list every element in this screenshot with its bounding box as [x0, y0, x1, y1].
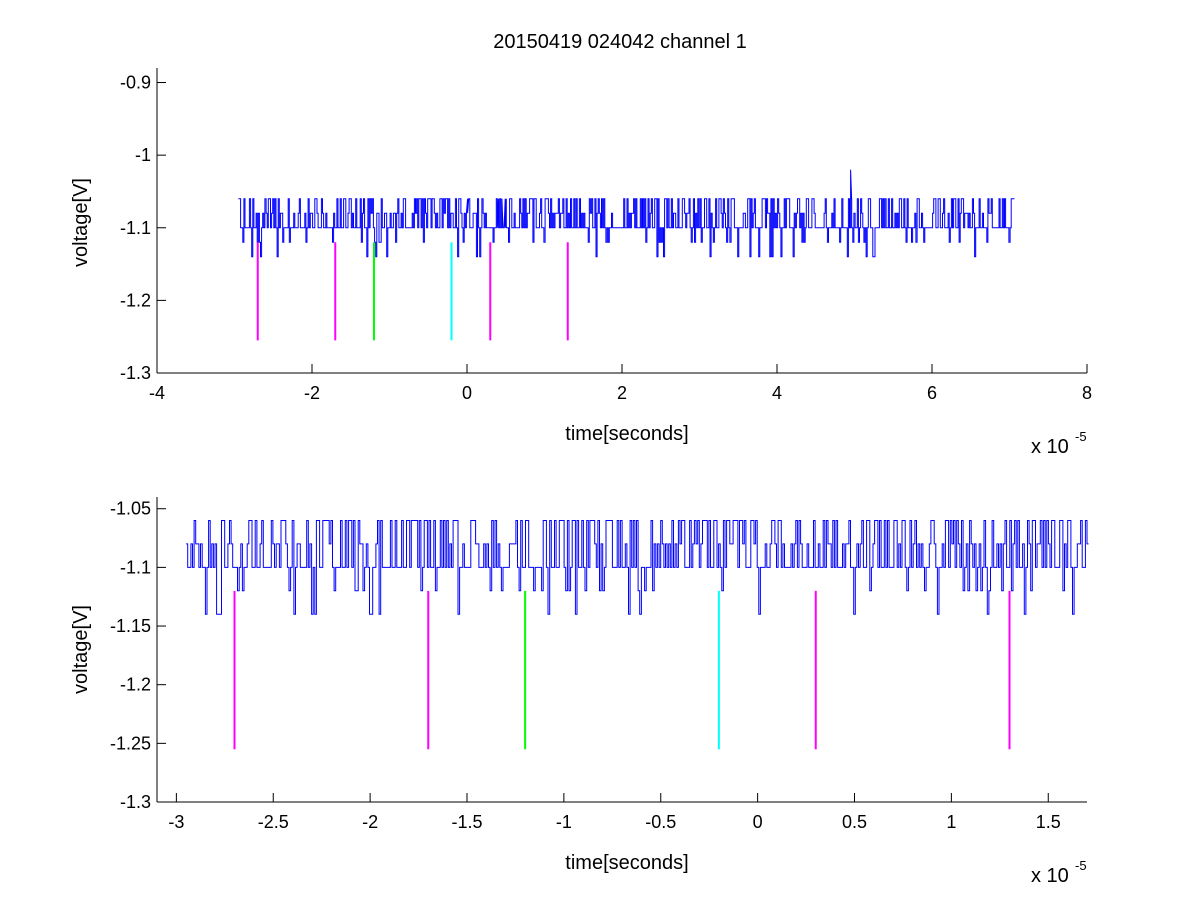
bottom-plot: -3 -2.5 -2 -1.5 -1 -0.5 0 0.5 1 1.5 -1.3 -1.25 -1.2 -… — [70, 497, 1089, 887]
x-tick-label: -2 — [362, 812, 378, 832]
x-tick-label: -2 — [304, 383, 320, 403]
x-tick-label: -1.5 — [451, 812, 482, 832]
top-plot: -4 -2 0 2 4 6 8 -1.3 -1.2 -1.1 -1 -0.9 time[seconds]… — [70, 68, 1092, 458]
y-tick-label: -1.3 — [120, 363, 151, 383]
x-multiplier-exponent: -5 — [1075, 858, 1087, 873]
x-multiplier-label: x 10 — [1031, 865, 1069, 887]
x-tick-label: -3 — [168, 812, 184, 832]
x-tick-label: 4 — [772, 383, 782, 403]
y-tick-label: -1.2 — [120, 675, 151, 695]
x-tick-label: 1.5 — [1036, 812, 1061, 832]
figure-title: 20150419 024042 channel 1 — [493, 31, 747, 53]
x-axis-label: time[seconds] — [565, 423, 688, 445]
x-tick-label: 2 — [617, 383, 627, 403]
x-multiplier-exponent: -5 — [1075, 429, 1087, 444]
signal-trace — [238, 169, 1015, 258]
x-tick-label: 0 — [462, 383, 472, 403]
y-axis-label: voltage[V] — [70, 178, 92, 267]
x-tick-label: 0.5 — [842, 812, 867, 832]
y-tick-label: -0.9 — [120, 73, 151, 93]
x-tick-label: -4 — [149, 383, 165, 403]
y-tick-label: -1 — [135, 145, 151, 165]
x-tick-label: -2.5 — [258, 812, 289, 832]
y-tick-label: -1.3 — [120, 792, 151, 812]
x-axis-label: time[seconds] — [565, 852, 688, 874]
x-tick-label: 6 — [927, 383, 937, 403]
x-tick-label: 0 — [753, 812, 763, 832]
x-multiplier-label: x 10 — [1031, 436, 1069, 458]
y-tick-label: -1.1 — [120, 557, 151, 577]
signal-trace — [186, 520, 1089, 615]
x-tick-label: -1 — [556, 812, 572, 832]
y-tick-label: -1.15 — [110, 616, 151, 636]
y-axis-label: voltage[V] — [70, 605, 92, 694]
y-tick-label: -1.25 — [110, 733, 151, 753]
x-tick-label: 8 — [1082, 383, 1092, 403]
x-tick-label: 1 — [946, 812, 956, 832]
x-tick-label: -0.5 — [645, 812, 676, 832]
y-tick-label: -1.05 — [110, 499, 151, 519]
y-tick-label: -1.1 — [120, 218, 151, 238]
y-tick-label: -1.2 — [120, 290, 151, 310]
